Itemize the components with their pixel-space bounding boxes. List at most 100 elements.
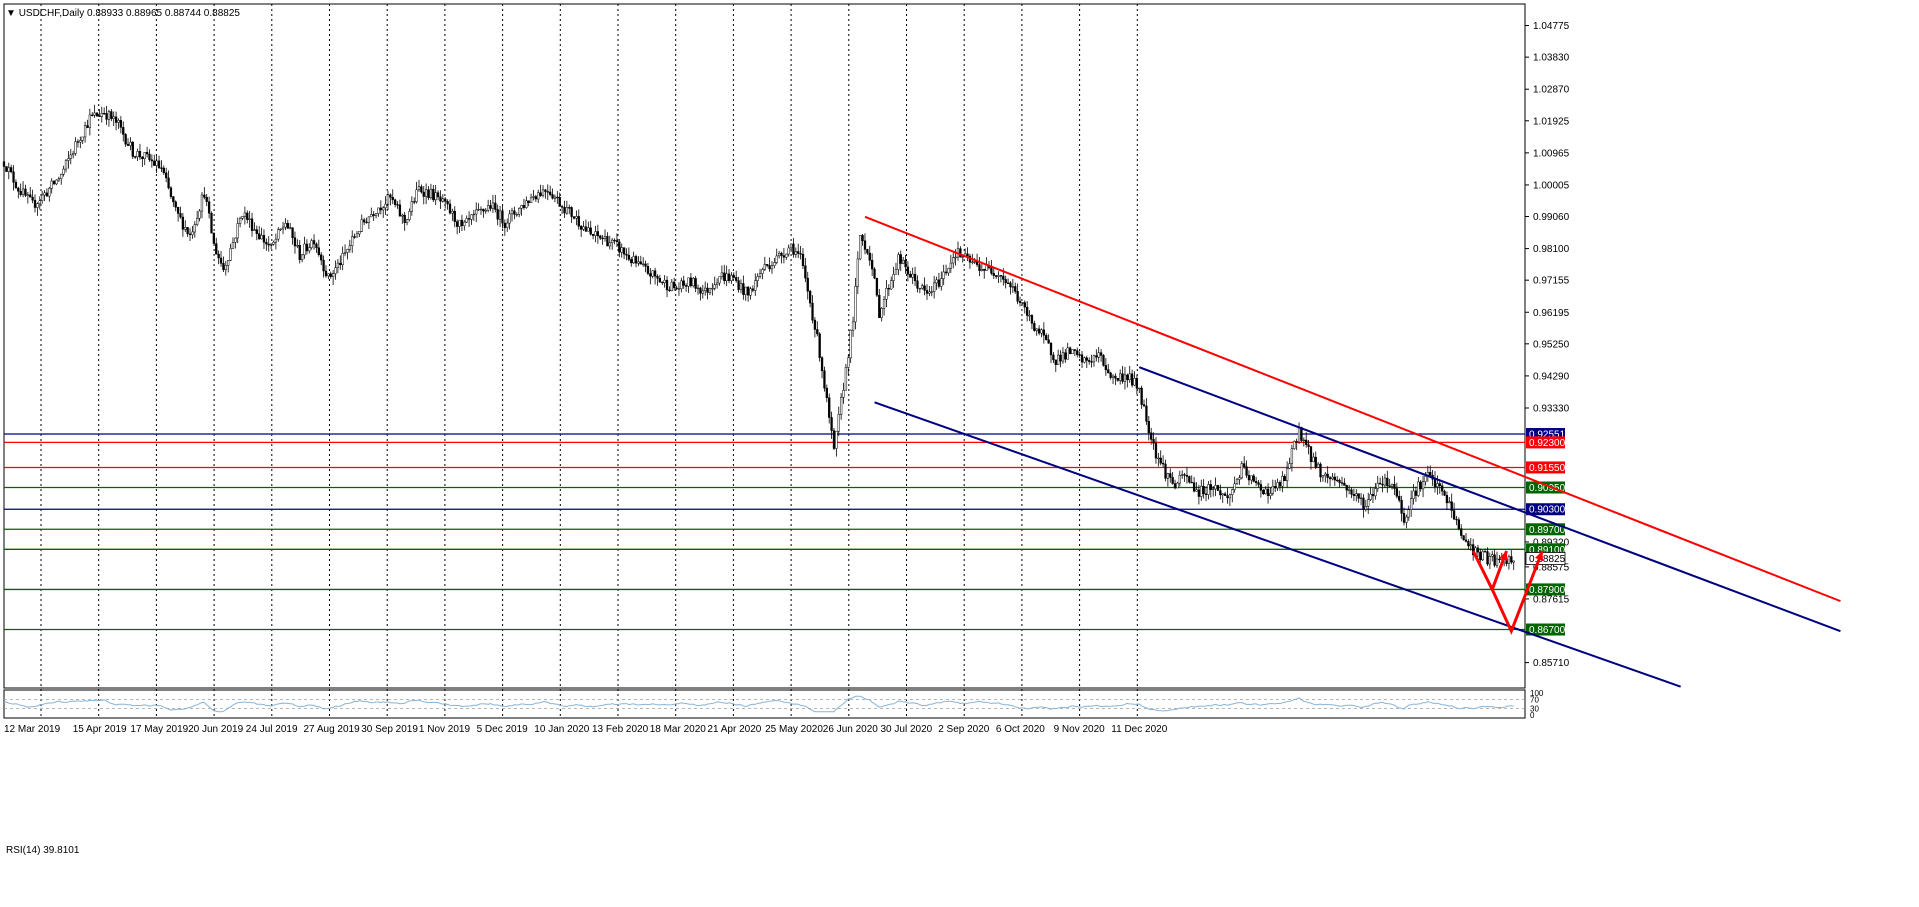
candle-body xyxy=(1352,494,1356,496)
candle-body xyxy=(851,321,855,331)
candle-body xyxy=(293,237,297,247)
candle-body xyxy=(1343,482,1346,486)
candle-body xyxy=(1095,355,1098,358)
candle-body xyxy=(1169,473,1172,478)
candle-body xyxy=(274,238,278,243)
candle-body xyxy=(1221,493,1224,496)
candle-body xyxy=(949,262,952,269)
candle-body xyxy=(618,241,621,253)
candle-body xyxy=(1088,360,1091,362)
candle-body xyxy=(892,273,895,281)
candle-body xyxy=(155,160,158,166)
candle-body xyxy=(537,192,540,200)
candle-body xyxy=(487,205,490,211)
candle-body xyxy=(539,192,542,196)
candle-body xyxy=(837,414,840,432)
candle-body xyxy=(739,283,743,290)
rsi-tick-label: 100 xyxy=(1530,689,1544,698)
candle-body xyxy=(715,282,719,286)
candle-body xyxy=(937,279,941,287)
candle-body xyxy=(248,218,251,220)
collapse-arrow-icon[interactable]: ▼ xyxy=(6,8,16,19)
candle-body xyxy=(1400,499,1403,514)
candle-body xyxy=(1171,477,1174,484)
candle-body xyxy=(1126,374,1129,381)
candle-body xyxy=(1305,439,1308,446)
time-label: 25 May 2020 xyxy=(765,724,823,735)
candle-body xyxy=(582,226,585,230)
time-label: 27 Aug 2019 xyxy=(304,724,361,735)
candle-body xyxy=(131,141,134,157)
candle-body xyxy=(835,430,838,449)
candle-body xyxy=(310,240,313,248)
candle-body xyxy=(1033,323,1036,331)
level-price-box xyxy=(1526,523,1565,536)
candle-body xyxy=(637,261,640,264)
candle-body xyxy=(76,141,80,143)
candle-body xyxy=(422,191,425,197)
candle-body xyxy=(1266,488,1270,497)
candle-body xyxy=(553,196,557,199)
candle-body xyxy=(52,180,56,185)
candle-body xyxy=(966,253,969,257)
time-label: 17 May 2019 xyxy=(130,724,188,735)
candle-body xyxy=(644,263,647,267)
candle-body xyxy=(110,111,113,119)
candle-body xyxy=(284,223,287,228)
candle-body xyxy=(701,290,704,294)
candle-body xyxy=(298,245,301,261)
candle-body xyxy=(353,236,356,238)
candle-body xyxy=(1324,473,1327,476)
candle-body xyxy=(234,237,237,243)
candle-body xyxy=(601,237,604,240)
candle-body xyxy=(336,262,340,268)
candle-body xyxy=(866,249,869,254)
candle-body xyxy=(1109,372,1112,378)
time-label: 18 Mar 2020 xyxy=(650,724,707,735)
candle-body xyxy=(1486,551,1489,565)
candle-body xyxy=(1283,476,1286,481)
candle-body xyxy=(1376,482,1379,489)
candle-body xyxy=(1121,373,1124,382)
candle-body xyxy=(255,229,258,235)
candle-body xyxy=(1369,493,1372,500)
candle-body xyxy=(1116,377,1119,381)
candle-body xyxy=(1023,302,1026,308)
candle-body xyxy=(122,127,125,135)
candle-body xyxy=(1357,493,1360,499)
candle-body xyxy=(518,207,521,215)
candle-body xyxy=(320,254,323,261)
candle-body xyxy=(854,285,857,323)
candle-body xyxy=(398,204,402,217)
candle-body xyxy=(48,187,51,197)
candle-body xyxy=(162,167,165,174)
candle-body xyxy=(470,214,473,220)
candle-body xyxy=(754,280,757,291)
candle-body xyxy=(913,273,917,282)
candle-body xyxy=(608,242,611,247)
rsi-pane xyxy=(3,689,1526,719)
candle-body xyxy=(86,125,89,128)
candle-body xyxy=(763,264,766,270)
candle-body xyxy=(1419,481,1422,490)
symbol-label: USDCHF,Daily xyxy=(18,8,85,19)
candle-body xyxy=(124,134,127,145)
candle-body xyxy=(622,247,626,255)
candle-body xyxy=(1059,354,1062,362)
candle-body xyxy=(279,228,282,230)
candle-body xyxy=(720,272,724,277)
candle-body xyxy=(1045,335,1048,341)
time-label: 1 Nov 2019 xyxy=(419,724,471,735)
price-tick-label: 0.96195 xyxy=(1533,308,1570,319)
candle-body xyxy=(296,245,299,247)
candle-body xyxy=(520,205,523,209)
candle-body xyxy=(1233,483,1236,490)
trendline xyxy=(864,215,1841,603)
candle-body xyxy=(60,173,63,179)
candle-body xyxy=(1297,427,1301,443)
time-label: 12 Mar 2019 xyxy=(4,724,61,735)
candle-body xyxy=(770,265,774,270)
candle-body xyxy=(62,168,65,175)
candle-body xyxy=(246,212,249,220)
